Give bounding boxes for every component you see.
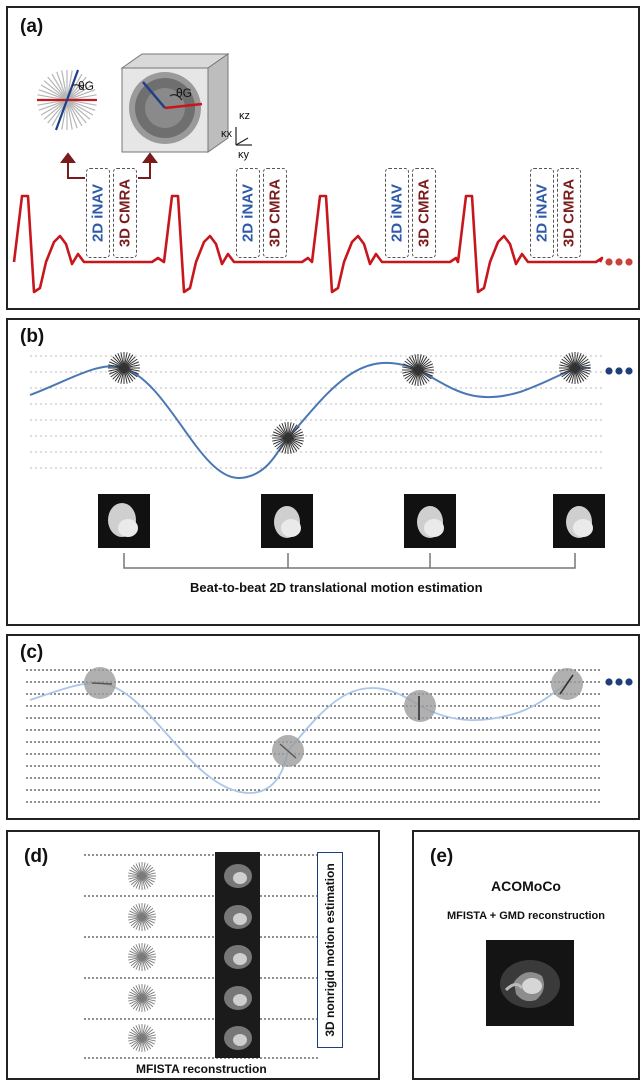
axis-ky: κy	[238, 149, 249, 161]
gridlines-c	[26, 669, 602, 803]
heart-thumbnail-4	[553, 494, 605, 548]
heart-image-strip	[215, 852, 260, 1058]
heart-reconstruction-image	[486, 940, 574, 1026]
cmra-box-2: 3D CMRA	[263, 168, 287, 258]
ellipsis-icon	[605, 678, 633, 686]
bracket-line-b	[123, 553, 576, 569]
heart-thumbnail-3	[404, 494, 456, 548]
ellipsis-icon	[605, 367, 633, 375]
inav-box-3: 2D iNAV	[385, 168, 409, 258]
panel-d-caption: MFISTA reconstruction	[136, 1062, 267, 1076]
motion-blobs-c	[84, 667, 583, 767]
panel-a: (a)	[6, 6, 640, 310]
cmra-box-1: 3D CMRA	[113, 168, 137, 258]
panel-a-label: (a)	[20, 16, 44, 37]
panel-b-label: (b)	[20, 326, 45, 347]
radial-stars-d	[128, 862, 156, 1052]
heart-thumbnail-1	[98, 494, 150, 548]
heart-thumbnail-2	[261, 494, 313, 548]
panel-e-title: ACOMoCo	[491, 878, 561, 894]
bracket-arrows	[60, 152, 158, 179]
kspace-cube-icon	[120, 53, 230, 153]
panel-b-caption: Beat-to-beat 2D translational motion est…	[190, 580, 483, 595]
theta-label: θG	[78, 79, 95, 93]
panel-e-subtitle: MFISTA + GMD reconstruction	[447, 910, 605, 922]
cmra-box-3: 3D CMRA	[412, 168, 436, 258]
kspace-axes	[235, 127, 252, 146]
radial-spokes-icon	[37, 69, 97, 131]
panel-e: (e) ACOMoCo MFISTA + GMD reconstruction	[412, 830, 640, 1080]
axis-kz: κz	[239, 110, 250, 122]
panel-b: (b)	[6, 318, 640, 626]
theta-label-cube: θG	[176, 86, 193, 100]
cmra-box-4: 3D CMRA	[557, 168, 581, 258]
ellipsis-icon	[605, 258, 633, 266]
ecg-trace	[12, 194, 604, 294]
panel-c-label: (c)	[20, 642, 44, 663]
panel-c: (c)	[6, 634, 640, 820]
panel-e-label: (e)	[430, 846, 454, 867]
panel-d-label: (d)	[24, 846, 49, 867]
radial-stars-b	[108, 352, 591, 454]
nonrigid-motion-box: 3D nonrigid motion estimation	[317, 852, 343, 1048]
inav-box-4: 2D iNAV	[530, 168, 554, 258]
gridlines-d	[84, 854, 318, 1059]
inav-box-2: 2D iNAV	[236, 168, 260, 258]
inav-box-1: 2D iNAV	[86, 168, 110, 258]
panel-a-graphics	[12, 53, 633, 294]
gridlines-b	[30, 355, 602, 469]
axis-kx: κx	[221, 128, 232, 140]
